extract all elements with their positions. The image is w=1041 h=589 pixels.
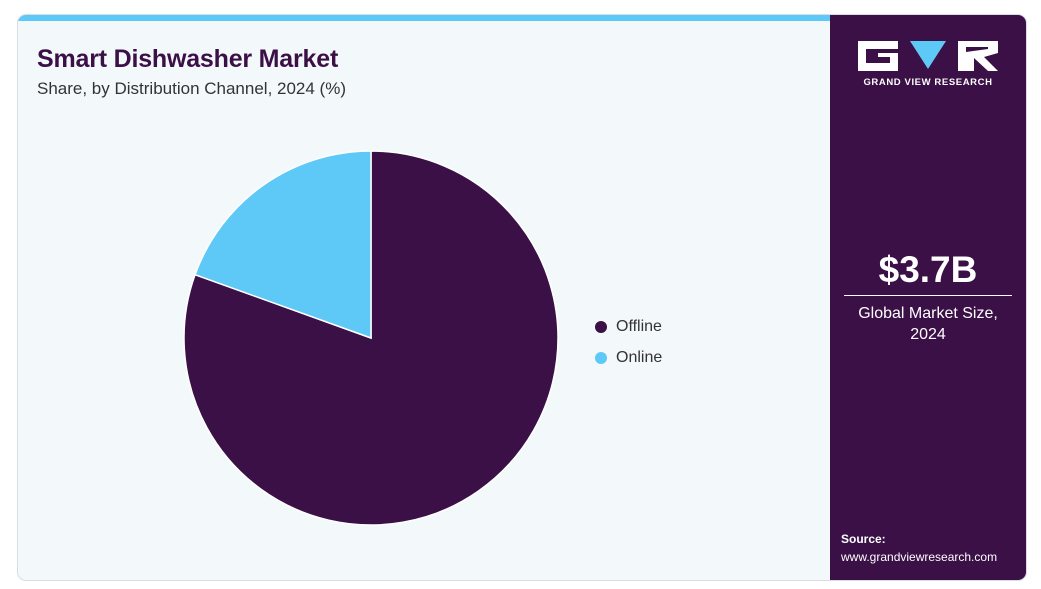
value-divider — [844, 295, 1012, 296]
chart-area: Smart Dishwasher Market Share, by Distri… — [18, 21, 830, 580]
pie-chart — [183, 150, 559, 526]
info-sidebar: GRAND VIEW RESEARCH $3.7B Global Market … — [830, 15, 1026, 580]
logo-text: GRAND VIEW RESEARCH — [863, 77, 993, 88]
legend-swatch-offline — [595, 321, 607, 333]
legend-label-offline: Offline — [616, 318, 662, 335]
source-url[interactable]: www.grandviewresearch.com — [841, 550, 998, 564]
legend-swatch-online — [595, 352, 607, 364]
grand-view-research-logo: GRAND VIEW RESEARCH — [856, 39, 1000, 89]
pie-slice-online — [194, 150, 372, 340]
chart-legend: Offline Online — [595, 317, 662, 379]
legend-label-online: Online — [616, 349, 663, 366]
market-size-value: $3.7B — [878, 249, 978, 290]
chart-title: Smart Dishwasher Market — [37, 45, 339, 73]
chart-subtitle: Share, by Distribution Channel, 2024 (%) — [37, 79, 346, 98]
accent-top-bar — [18, 15, 830, 21]
gvr-logo-mark — [858, 41, 998, 71]
market-size-label: Global Market Size, 2024 — [858, 305, 998, 343]
source-label: Source: — [841, 532, 886, 546]
chart-card: Smart Dishwasher Market Share, by Distri… — [18, 15, 1026, 580]
legend-item-online: Online — [595, 348, 662, 368]
legend-item-offline: Offline — [595, 317, 662, 337]
